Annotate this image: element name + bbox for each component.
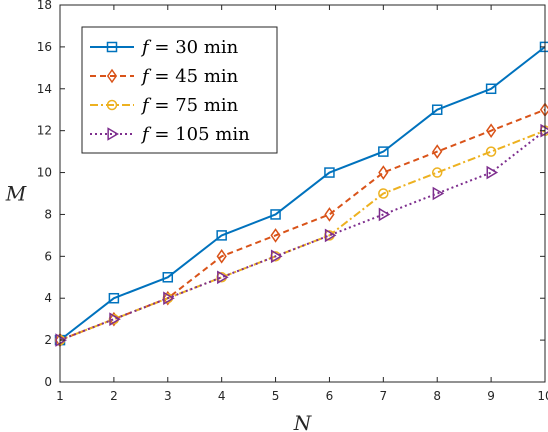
series-line (59, 108, 546, 342)
data-point-marker (163, 291, 175, 306)
x-tick-label: 7 (380, 389, 388, 403)
data-point-marker (432, 144, 443, 159)
legend-marker-swatch (106, 68, 118, 84)
legend-marker-swatch (106, 99, 118, 111)
data-point-marker (324, 167, 335, 178)
plot-frame (59, 4, 546, 383)
legend-label-value: = 30 min (149, 37, 239, 58)
data-point-marker (162, 272, 174, 283)
y-tick-label: 0 (44, 375, 52, 389)
data-point-marker (378, 188, 389, 199)
y-axis-label: M (5, 182, 27, 206)
data-point-marker (431, 104, 443, 115)
legend-label-value: = 45 min (149, 66, 239, 87)
series-4 (55, 123, 548, 347)
legend-marker-swatch (106, 41, 118, 53)
data-point-marker (270, 228, 281, 243)
x-tick-label: 3 (164, 389, 172, 403)
data-point-marker (485, 83, 497, 95)
data-point-marker (432, 186, 445, 201)
data-point-marker (216, 230, 227, 241)
data-point-marker (485, 123, 497, 138)
x-axis-label: N (293, 411, 313, 432)
legend-label-value: = 75 min (149, 95, 239, 116)
y-tick-label: 16 (37, 40, 52, 54)
data-point-marker (216, 249, 227, 264)
legend-item: f = 105 min (90, 124, 250, 145)
x-tick-label: 4 (218, 389, 226, 403)
x-tick-label: 1 (56, 389, 64, 403)
data-point-marker (486, 165, 499, 180)
legend-label: f = 45 min (140, 66, 239, 87)
series-line (59, 129, 546, 342)
y-tick-label: 10 (37, 166, 52, 180)
legend-marker-swatch (107, 127, 119, 141)
data-point-marker (217, 270, 229, 285)
x-tick-label: 6 (326, 389, 334, 403)
y-tick-label: 6 (44, 249, 52, 263)
legend-item: f = 75 min (90, 95, 239, 116)
y-tick-label: 8 (44, 207, 52, 221)
data-point-marker (378, 165, 389, 180)
series-layer (54, 41, 548, 348)
y-tick-label: 4 (44, 291, 52, 305)
x-tick-label: 8 (433, 389, 441, 403)
legend-item: f = 45 min (90, 66, 239, 87)
legend-label-value: = 105 min (149, 124, 250, 145)
y-tick-label: 18 (37, 0, 52, 12)
data-point-marker (270, 209, 281, 220)
x-tick-label: 10 (537, 389, 548, 403)
x-tick-label: 9 (487, 389, 495, 403)
data-point-marker (485, 146, 497, 157)
data-point-marker (324, 228, 337, 243)
y-tick-label: 12 (37, 124, 52, 138)
y-axis-ticks: 0 2 4 6 8 10 12 14 16 18 (37, 0, 545, 389)
legend-label: f = 75 min (140, 95, 239, 116)
legend-label: f = 30 min (140, 37, 239, 58)
legend: f = 30 min f = 45 min f = 75 min f = 105 mi… (81, 26, 278, 154)
data-point-marker (378, 146, 389, 157)
data-point-marker (108, 292, 120, 304)
legend-item: f = 30 min (90, 37, 239, 58)
data-point-marker (431, 167, 443, 178)
data-point-marker (109, 312, 121, 326)
data-point-marker (324, 207, 335, 222)
y-tick-label: 14 (37, 82, 52, 96)
legend-label: f = 105 min (140, 124, 250, 145)
data-point-marker (55, 333, 67, 347)
data-point-marker (270, 249, 283, 264)
series-line (59, 46, 546, 341)
data-point-marker (378, 207, 391, 222)
x-tick-label: 2 (110, 389, 118, 403)
y-tick-label: 2 (44, 333, 52, 347)
x-tick-label: 5 (272, 389, 280, 403)
